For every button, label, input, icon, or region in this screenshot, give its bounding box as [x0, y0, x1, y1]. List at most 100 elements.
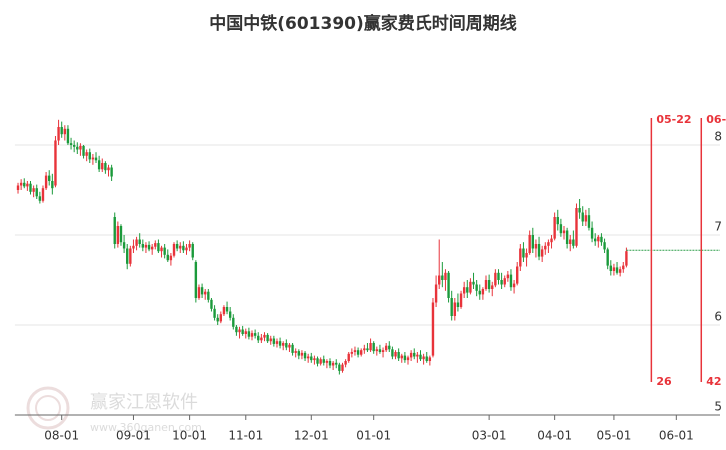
- candle-body: [132, 245, 135, 249]
- candle-body: [597, 236, 600, 242]
- candle-body: [110, 167, 113, 177]
- candle-body: [172, 244, 176, 256]
- candle-body: [194, 262, 198, 298]
- candle-body: [344, 361, 347, 365]
- candle-body: [540, 249, 544, 257]
- candle-body: [222, 307, 226, 315]
- chart-title: 中国中铁(601390)赢家费氏时间周期线: [209, 13, 517, 34]
- candle-body: [388, 345, 391, 350]
- candle-body: [104, 163, 107, 171]
- y-tick-label: 7: [714, 220, 722, 234]
- candle-body: [232, 317, 235, 327]
- candle-body: [122, 242, 126, 249]
- candle-body: [609, 265, 613, 271]
- candle-body: [456, 302, 460, 307]
- watermark-name: 赢家江恩软件: [90, 391, 198, 413]
- candle-body: [41, 188, 45, 201]
- candle-body: [253, 333, 257, 336]
- candle-body: [369, 343, 372, 351]
- candle-body: [590, 227, 594, 239]
- candle-body: [612, 267, 616, 271]
- candle-body: [509, 274, 513, 288]
- candle-body: [116, 226, 120, 244]
- candle-body: [266, 334, 269, 342]
- y-tick-label: 5: [714, 400, 722, 414]
- candle-body: [272, 338, 276, 344]
- candle-body: [406, 357, 410, 361]
- candle-body: [618, 269, 622, 273]
- candle-body: [466, 287, 469, 293]
- candle-body: [419, 354, 422, 360]
- candle-body: [207, 291, 210, 300]
- candle-body: [381, 350, 385, 352]
- candle-body: [462, 287, 466, 294]
- candle-body: [179, 245, 182, 249]
- candle-body: [135, 239, 138, 246]
- candle-body: [512, 283, 516, 288]
- x-tick-label: 12-01: [294, 429, 329, 443]
- candle-body: [447, 272, 450, 298]
- candle-body: [544, 245, 547, 250]
- candle-body: [363, 348, 366, 351]
- y-tick-label: 8: [714, 130, 722, 144]
- candle-body: [303, 352, 307, 359]
- candle-body: [484, 280, 488, 289]
- candle-body: [366, 348, 369, 351]
- candle-body: [400, 355, 403, 359]
- candle-body: [622, 265, 625, 270]
- candle-body: [531, 235, 535, 249]
- candle-body: [434, 284, 438, 303]
- candle-body: [475, 284, 478, 291]
- candle-body: [160, 247, 163, 252]
- candle-body: [491, 285, 494, 289]
- candle-body: [587, 215, 591, 228]
- cycle-count-label: 26: [656, 375, 672, 388]
- candle-body: [565, 230, 569, 244]
- candle-body: [119, 226, 123, 243]
- candle-body: [191, 244, 194, 258]
- candle-body: [397, 352, 400, 359]
- candle-body: [575, 208, 578, 246]
- candle-body: [278, 341, 282, 346]
- candle-body: [238, 329, 241, 333]
- candle-body: [384, 345, 388, 351]
- candle-body: [250, 333, 254, 337]
- candle-body: [282, 343, 285, 346]
- candle-body: [391, 349, 394, 357]
- candle-body: [113, 217, 116, 244]
- candle-body: [35, 188, 38, 197]
- candle-body: [534, 244, 538, 249]
- candle-body: [325, 361, 329, 363]
- x-tick-label: 09-01: [116, 429, 151, 443]
- candle-body: [244, 331, 247, 334]
- candle-body: [319, 359, 322, 364]
- candle-body: [228, 311, 232, 318]
- candle-body: [63, 128, 67, 135]
- candle-body: [275, 341, 279, 344]
- candle-body: [38, 196, 42, 201]
- candle-body: [101, 163, 104, 170]
- candle-body: [76, 146, 79, 150]
- candle-body: [204, 291, 207, 295]
- candle-body: [481, 289, 485, 295]
- candle-body: [166, 254, 169, 261]
- candle-body: [32, 188, 35, 192]
- candle-body: [350, 352, 354, 354]
- candle-body: [107, 167, 110, 171]
- x-tick-label: 04-01: [537, 429, 572, 443]
- candle-body: [29, 183, 32, 192]
- candle-body: [469, 281, 472, 293]
- candle-body: [306, 356, 310, 359]
- candle-body: [200, 287, 204, 295]
- candle-body: [310, 356, 313, 361]
- candle-body: [263, 334, 266, 338]
- candle-body: [138, 239, 141, 244]
- candle-body: [182, 245, 185, 251]
- candle-body: [506, 274, 510, 279]
- candle-body: [88, 152, 91, 160]
- watermark-logo-inner: [35, 395, 61, 421]
- candle-body: [188, 244, 191, 248]
- candle-body: [291, 344, 294, 353]
- candle-body: [150, 246, 154, 250]
- candle-body: [409, 352, 413, 358]
